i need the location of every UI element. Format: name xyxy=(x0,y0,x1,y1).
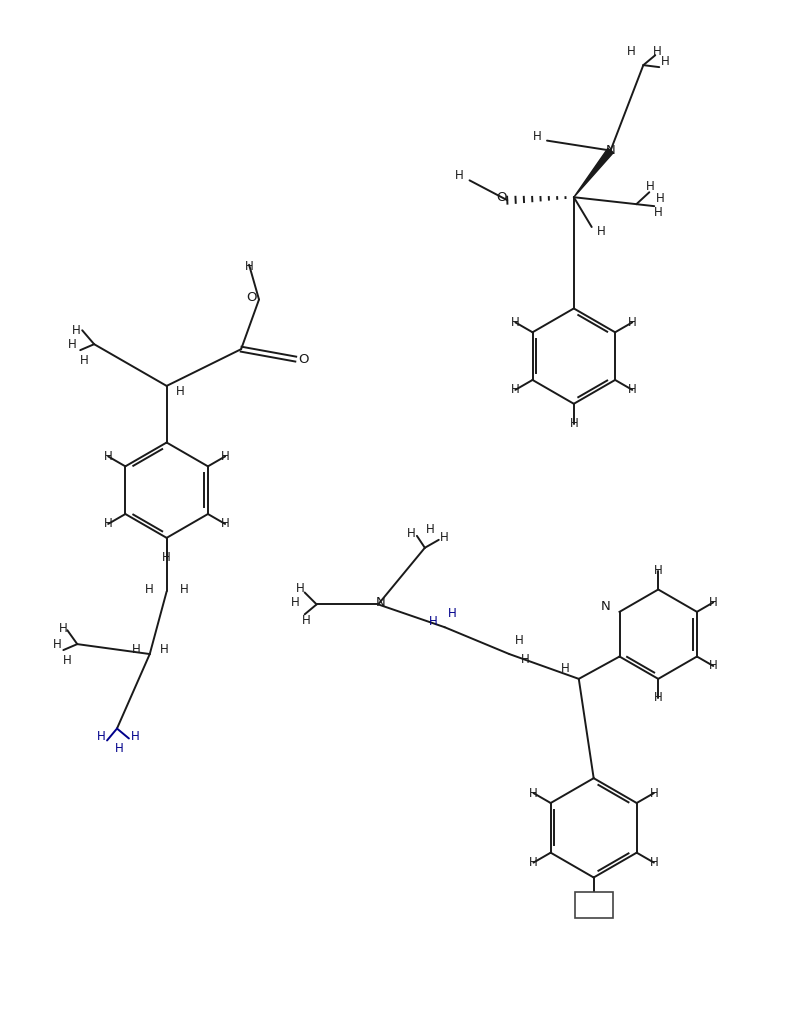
FancyBboxPatch shape xyxy=(575,893,613,918)
Text: H: H xyxy=(177,385,185,399)
Text: H: H xyxy=(59,622,68,634)
Text: H: H xyxy=(529,856,538,869)
Text: H: H xyxy=(650,786,659,800)
Text: H: H xyxy=(63,654,72,666)
Text: H: H xyxy=(80,353,89,367)
Text: H: H xyxy=(709,596,717,608)
Text: H: H xyxy=(181,583,189,596)
Text: H: H xyxy=(650,856,659,869)
Text: H: H xyxy=(597,225,606,239)
Text: O: O xyxy=(298,352,309,366)
Text: H: H xyxy=(628,383,637,397)
Text: H: H xyxy=(560,662,569,676)
Text: Aas: Aas xyxy=(583,899,604,912)
Polygon shape xyxy=(574,149,613,197)
Text: H: H xyxy=(290,596,299,608)
Text: N: N xyxy=(600,600,610,614)
Text: H: H xyxy=(511,383,520,397)
Text: H: H xyxy=(511,316,520,328)
Text: H: H xyxy=(448,606,457,620)
Text: H: H xyxy=(406,528,415,540)
Text: H: H xyxy=(221,450,230,463)
Text: H: H xyxy=(627,44,636,58)
Text: H: H xyxy=(297,582,305,595)
Text: H: H xyxy=(653,44,662,58)
Text: H: H xyxy=(162,552,171,564)
Text: H: H xyxy=(104,450,113,463)
Text: H: H xyxy=(654,206,663,219)
Text: H: H xyxy=(429,615,437,628)
Text: O: O xyxy=(496,191,506,204)
Text: H: H xyxy=(426,524,434,536)
Text: N: N xyxy=(376,596,385,608)
Text: H: H xyxy=(245,260,253,274)
Text: H: H xyxy=(131,643,140,656)
Text: H: H xyxy=(455,168,464,182)
Text: H: H xyxy=(144,583,153,596)
Text: H: H xyxy=(221,518,230,531)
Text: H: H xyxy=(114,742,123,755)
Text: H: H xyxy=(104,518,113,531)
Text: H: H xyxy=(440,531,449,544)
Text: H: H xyxy=(533,130,542,144)
Text: H: H xyxy=(654,691,663,705)
Text: H: H xyxy=(521,653,530,665)
Text: H: H xyxy=(646,180,654,193)
Text: H: H xyxy=(160,643,169,656)
Text: H: H xyxy=(68,338,77,350)
Text: H: H xyxy=(654,564,663,577)
Text: H: H xyxy=(709,659,717,672)
Text: H: H xyxy=(515,633,524,647)
Text: N: N xyxy=(605,144,616,157)
Text: H: H xyxy=(97,730,106,743)
Text: H: H xyxy=(570,417,578,430)
Text: H: H xyxy=(529,786,538,800)
Text: H: H xyxy=(628,316,637,328)
Text: H: H xyxy=(72,323,81,337)
Text: H: H xyxy=(661,55,670,67)
Text: H: H xyxy=(656,192,665,205)
Text: H: H xyxy=(53,637,62,651)
Text: H: H xyxy=(131,730,139,743)
Text: O: O xyxy=(246,291,256,304)
Text: H: H xyxy=(302,614,311,627)
